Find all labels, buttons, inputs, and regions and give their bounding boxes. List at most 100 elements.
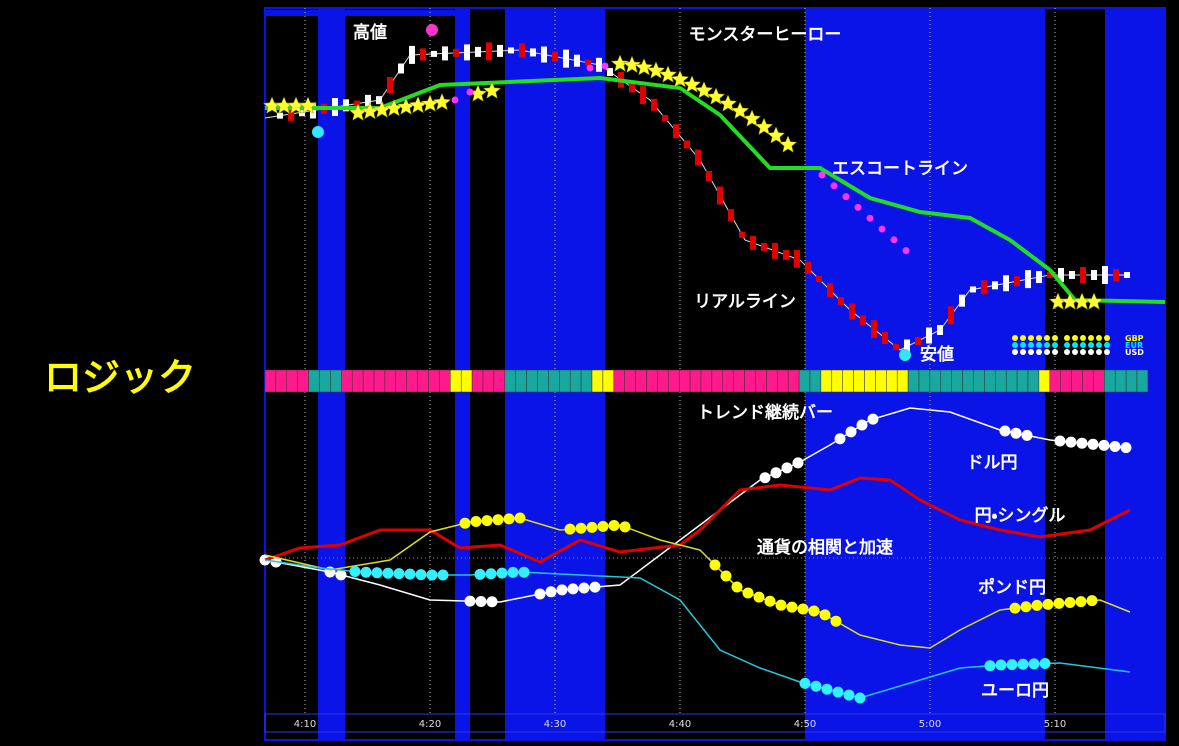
trend-cell: [918, 369, 931, 393]
dot: [349, 566, 361, 577]
dot: [808, 605, 820, 617]
dot: [1086, 595, 1098, 607]
legend-dot: [1064, 349, 1070, 355]
candle: [629, 82, 635, 93]
time-label: 4:20: [419, 719, 441, 730]
trend-cell: [460, 369, 473, 393]
dot: [995, 659, 1007, 671]
candle: [959, 294, 965, 307]
dot: [426, 569, 438, 581]
dot: [709, 559, 721, 571]
dot: [856, 419, 868, 431]
dot: [426, 24, 438, 36]
legend-dot: [1064, 342, 1070, 348]
trend-cell: [417, 369, 429, 393]
candle: [640, 86, 646, 105]
trend-cell: [864, 369, 876, 393]
dot: [481, 515, 493, 527]
candle: [497, 44, 503, 57]
trend-cell: [319, 369, 331, 393]
candle: [992, 281, 998, 290]
trend-cell: [1027, 369, 1040, 393]
candle: [420, 48, 426, 61]
candle: [761, 242, 767, 251]
dot: [1010, 427, 1022, 439]
candle: [772, 242, 778, 259]
trend-cell: [678, 369, 691, 393]
dot: [818, 171, 826, 179]
trend-cell: [1005, 369, 1018, 393]
legend-dot: [1044, 349, 1050, 355]
legend-dot: [1036, 335, 1042, 341]
dot: [545, 586, 557, 598]
legend-dot: [1052, 335, 1058, 341]
trend-cell: [984, 369, 996, 393]
star: [682, 75, 702, 93]
dot: [1098, 439, 1110, 451]
dot: [832, 686, 844, 698]
trend-cell: [744, 369, 756, 393]
trend-cell: [711, 369, 724, 393]
candle: [1069, 271, 1075, 279]
trend-cell: [951, 369, 963, 393]
trend-cell: [351, 369, 364, 393]
legend-dot: [1096, 349, 1102, 355]
annotation: 安値: [920, 344, 954, 365]
trend-cell: [787, 369, 800, 393]
candle: [442, 46, 448, 61]
candle: [475, 46, 481, 57]
candle: [431, 50, 437, 57]
trend-cell: [591, 369, 604, 393]
escort-line: [265, 75, 1166, 304]
legend-dot: [1080, 349, 1086, 355]
dot: [878, 225, 886, 233]
trend-cell: [1125, 369, 1138, 393]
dot: [1064, 597, 1076, 608]
candle: [288, 106, 294, 121]
legend-dot: [1012, 342, 1018, 348]
candle: [893, 343, 899, 350]
trend-cell: [308, 369, 320, 393]
legend-dot: [1072, 342, 1078, 348]
annotation: 通貨の相関と加速: [757, 537, 893, 558]
dot: [518, 566, 530, 578]
dot: [1076, 437, 1088, 449]
dot: [534, 588, 546, 600]
legend-label: GBP: [1125, 334, 1144, 343]
dot: [589, 581, 601, 593]
dot: [1087, 438, 1099, 450]
candle: [299, 108, 305, 117]
candle: [695, 149, 701, 166]
trend-cell: [1049, 369, 1061, 393]
legend-dot: [1064, 335, 1070, 341]
trend-cell: [297, 369, 309, 393]
dot: [567, 583, 579, 595]
dot: [786, 601, 798, 613]
legend-dot: [1096, 335, 1102, 341]
trend-cell: [657, 369, 669, 393]
legend-dot: [1028, 349, 1034, 355]
dot: [1042, 598, 1054, 610]
annotation: モンスターヒーロー: [689, 25, 842, 45]
candle: [1124, 272, 1130, 278]
dot: [437, 569, 449, 581]
dot: [371, 567, 383, 579]
dot: [507, 566, 519, 578]
trend-cell: [384, 369, 397, 393]
dot: [834, 433, 846, 445]
legend-dot: [1072, 335, 1078, 341]
dot: [775, 599, 787, 611]
star: [1084, 292, 1104, 310]
dot: [899, 349, 911, 361]
dot: [842, 193, 850, 201]
trend-cell: [668, 369, 680, 393]
trend-cell: [798, 369, 811, 393]
dot: [984, 660, 996, 672]
candle: [1003, 275, 1009, 292]
annotation: トレンド継続バー: [697, 402, 833, 423]
trend-cell: [722, 369, 734, 393]
trend-cell: [428, 369, 440, 393]
dot: [492, 514, 504, 526]
axis-strip: [264, 713, 1166, 733]
